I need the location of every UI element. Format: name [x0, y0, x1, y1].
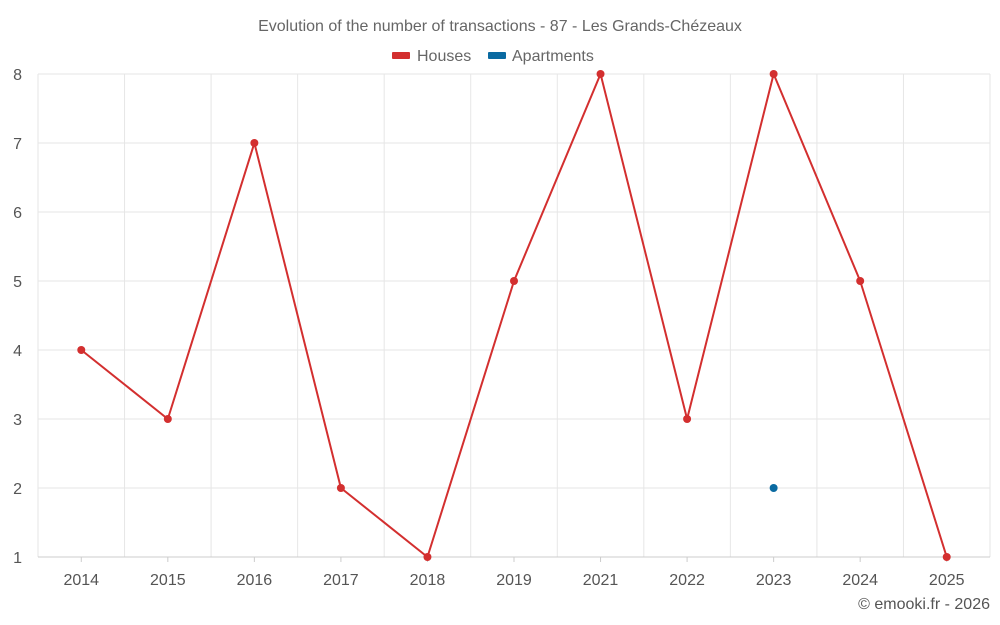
- y-tick-label: 5: [13, 274, 22, 291]
- credit-text: © emooki.fr - 2026: [858, 596, 990, 613]
- series: [77, 70, 951, 561]
- y-tick-label: 8: [13, 67, 22, 84]
- x-tick-label: 2016: [237, 572, 273, 589]
- data-point-houses-2017[interactable]: [336, 484, 345, 492]
- y-tick-label: 6: [13, 205, 22, 222]
- data-point-houses-2025[interactable]: [942, 553, 951, 561]
- y-tick-label: 3: [13, 412, 22, 429]
- x-tick-label: 2014: [63, 572, 99, 589]
- data-point-houses-2018[interactable]: [423, 553, 432, 561]
- data-point-houses-2022[interactable]: [683, 415, 692, 423]
- data-point-houses-2014[interactable]: [77, 346, 86, 354]
- legend-item-houses[interactable]: Houses: [392, 48, 471, 65]
- legend-label-apartments: Apartments: [512, 48, 594, 65]
- y-tick-label: 4: [13, 343, 22, 360]
- x-tick-label: 2015: [150, 572, 186, 589]
- data-point-apartments-2023[interactable]: [769, 484, 778, 492]
- legend: Houses Apartments: [392, 48, 594, 65]
- legend-item-apartments[interactable]: Apartments: [488, 48, 594, 65]
- x-tick-label: 2017: [323, 572, 359, 589]
- x-tick-label: 2019: [496, 572, 532, 589]
- x-tick-label: 2025: [929, 572, 965, 589]
- y-tick-label: 1: [13, 550, 22, 567]
- legend-swatch-houses: [392, 52, 410, 59]
- data-point-houses-2024[interactable]: [856, 277, 865, 285]
- data-point-houses-2015[interactable]: [163, 415, 172, 423]
- y-tick-label: 2: [13, 481, 22, 498]
- axes: 1 2 3 4 5 6 7 8 2014 2015 2016 2017 2018 2019 2021 2022…: [13, 67, 990, 589]
- grid: [37, 73, 991, 557]
- data-point-houses-2021[interactable]: [596, 70, 605, 78]
- legend-label-houses: Houses: [417, 48, 471, 65]
- data-point-houses-2016[interactable]: [250, 139, 259, 147]
- x-tick-label: 2021: [583, 572, 619, 589]
- legend-swatch-apartments: [488, 52, 506, 59]
- data-point-houses-2019[interactable]: [510, 277, 518, 285]
- data-point-houses-2023[interactable]: [769, 70, 778, 78]
- x-tick-label: 2023: [756, 572, 792, 589]
- x-tick-label: 2024: [842, 572, 878, 589]
- x-tick-label: 2018: [410, 572, 446, 589]
- y-tick-label: 7: [13, 136, 22, 153]
- x-tick-label: 2022: [669, 572, 705, 589]
- chart-title: Evolution of the number of transactions …: [258, 18, 742, 35]
